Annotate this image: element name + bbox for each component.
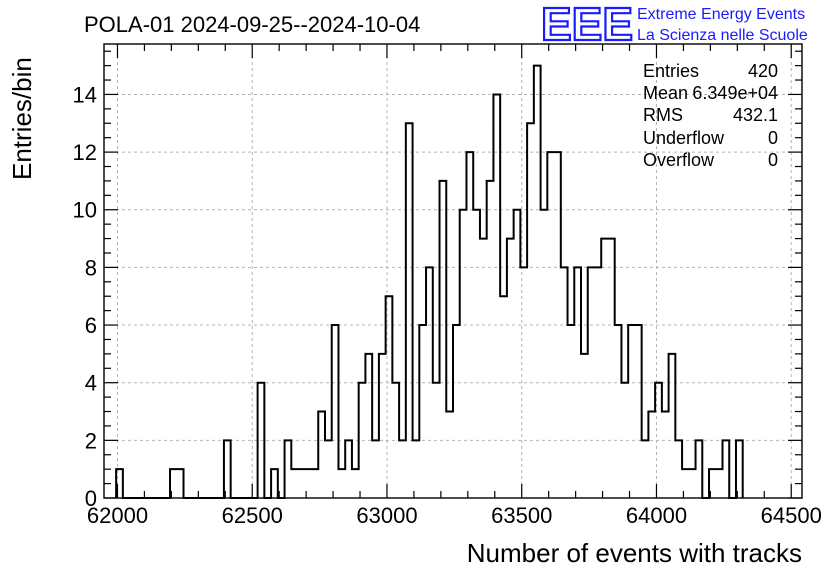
histogram-line: [115, 64, 744, 499]
y-tick-label: 2: [85, 428, 97, 453]
stats-entries-value: 420: [748, 61, 778, 81]
y-tick-label: 10: [73, 198, 97, 223]
x-tick-label: 63000: [356, 503, 417, 528]
eee-logo: EEE Extreme Energy Events La Scienza nel…: [540, 0, 808, 51]
stats-mean-label: Mean: [643, 83, 688, 103]
x-tick-label: 62000: [87, 503, 148, 528]
logo-line-1: Extreme Energy Events: [637, 6, 805, 23]
axis-ticks: [104, 44, 802, 499]
y-tick-label: 12: [73, 140, 97, 165]
x-tick-labels: 62000 62500 63000 63500 64000 64500: [87, 503, 822, 528]
stats-mean-value: 6.349e+04: [692, 83, 778, 103]
x-tick-label: 63500: [491, 503, 552, 528]
x-tick-label: 64000: [626, 503, 687, 528]
logo-line-2: La Scienza nelle Scuole: [637, 27, 808, 44]
stats-rms-value: 432.1: [733, 105, 778, 125]
y-tick-label: 8: [85, 255, 97, 280]
stats-box: Entries 420 Mean 6.349e+04 RMS 432.1 Und…: [643, 61, 778, 170]
stats-underflow-label: Underflow: [643, 128, 725, 148]
y-tick-labels: 0 2 4 6 8 10 12 14: [73, 82, 97, 511]
y-tick-label: 6: [85, 313, 97, 338]
plot-frame: [103, 43, 803, 499]
x-tick-label: 64500: [761, 503, 822, 528]
stats-underflow-value: 0: [768, 128, 778, 148]
x-tick-label: 62500: [222, 503, 283, 528]
stats-overflow-value: 0: [768, 150, 778, 170]
chart-title: POLA-01 2024-09-25--2024-10-04: [84, 12, 420, 37]
y-tick-label: 14: [73, 82, 97, 107]
stats-entries-label: Entries: [643, 61, 699, 81]
stats-rms-label: RMS: [643, 105, 683, 125]
grid-lines: [104, 44, 802, 498]
y-axis-label: Entries/bin: [7, 57, 37, 180]
logo-mark: EEE: [541, 0, 633, 50]
y-tick-label: 0: [85, 486, 97, 511]
y-tick-label: 4: [85, 371, 97, 396]
stats-overflow-label: Overflow: [643, 150, 715, 170]
x-axis-label: Number of events with tracks: [467, 538, 802, 568]
